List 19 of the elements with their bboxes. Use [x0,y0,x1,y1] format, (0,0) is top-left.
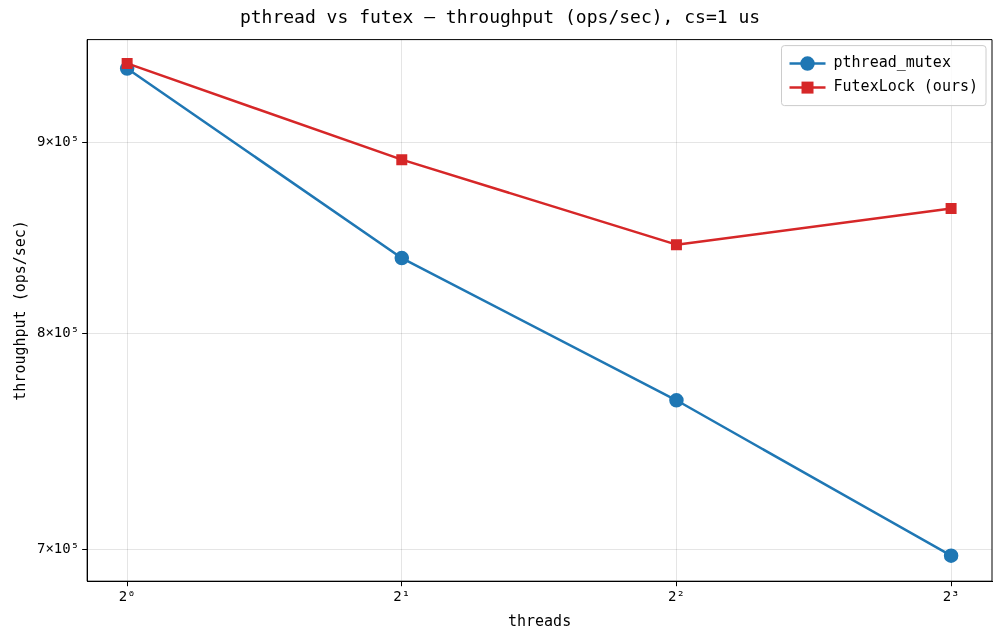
x-tick-label: 2¹ [393,588,411,605]
x-tick-label: 2⁰ [118,588,136,605]
point [121,57,133,69]
y-tick-label: 7×10⁵ [36,540,80,557]
chart-title: pthread vs futex — throughput (ops/sec), cs=1 us [239,6,761,28]
x-axis-title: threads [507,611,572,630]
point [943,548,959,563]
y-tick-label: 9×10⁵ [36,133,80,150]
point [945,203,957,215]
point [396,154,408,166]
y-axis-title: throughput (ops/sec) [10,220,29,401]
legend-label: FutexLock (ours) [833,77,979,96]
point [670,239,682,251]
y-tick-label: 8×10⁵ [36,323,80,340]
legend-label: pthread_mutex [833,53,951,72]
x-tick-label: 2² [668,588,685,605]
x-tick-label: 2³ [942,588,960,605]
point [669,393,684,408]
point [394,250,410,266]
